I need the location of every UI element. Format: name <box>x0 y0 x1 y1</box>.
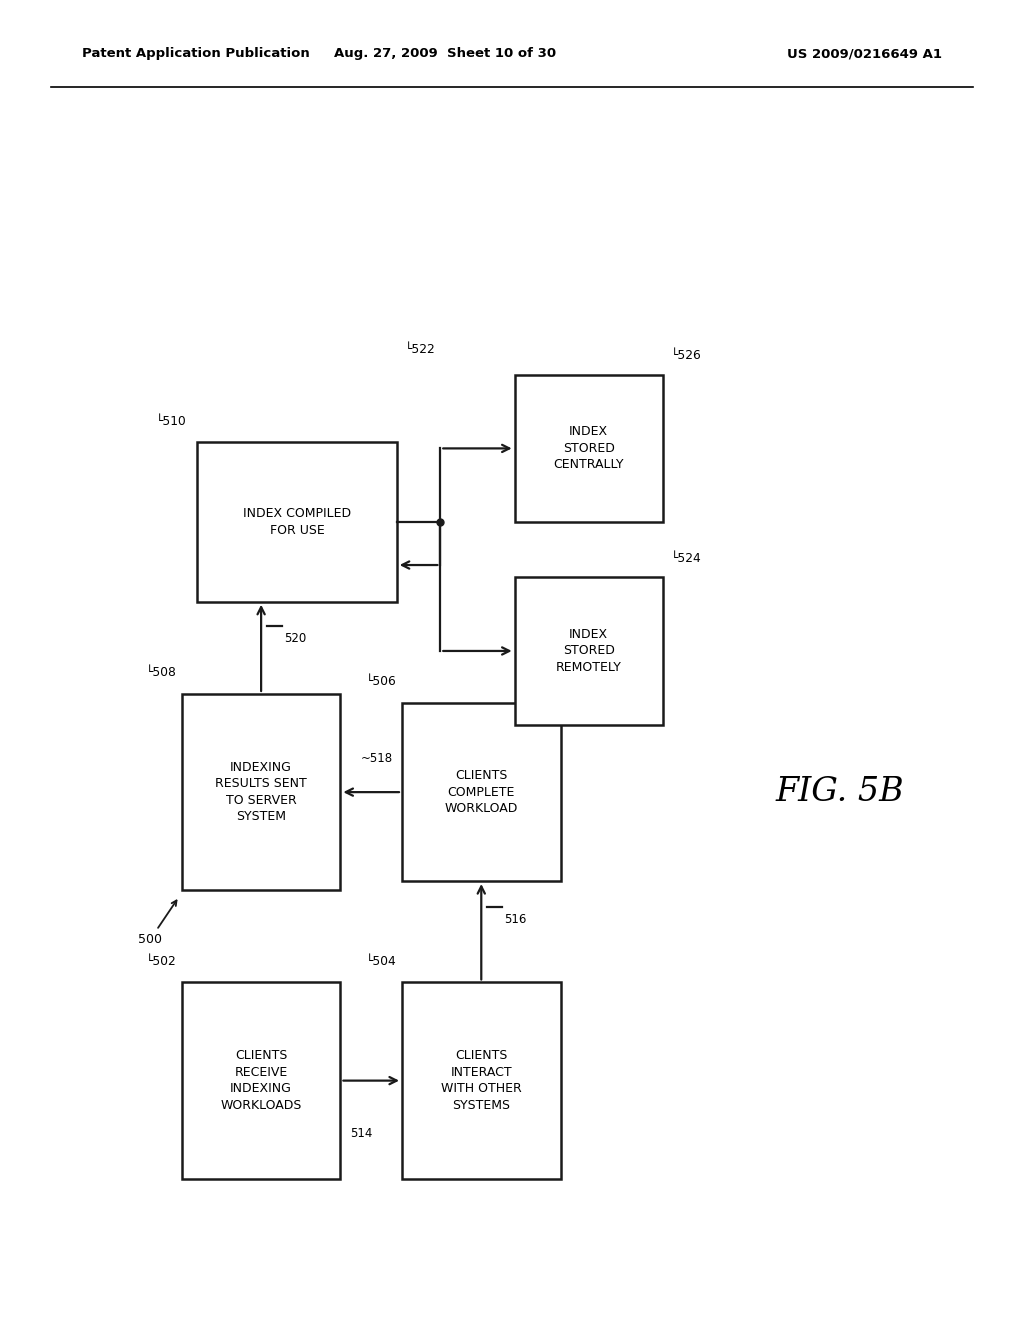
Text: INDEX COMPILED
FOR USE: INDEX COMPILED FOR USE <box>243 507 351 537</box>
Text: └522: └522 <box>404 343 435 356</box>
Bar <box>401 704 561 882</box>
Bar <box>182 982 340 1179</box>
Bar <box>514 375 664 523</box>
Text: CLIENTS
COMPLETE
WORKLOAD: CLIENTS COMPLETE WORKLOAD <box>444 770 518 816</box>
Text: Patent Application Publication: Patent Application Publication <box>82 48 309 61</box>
Text: 514: 514 <box>350 1127 372 1140</box>
Text: ~518: ~518 <box>360 752 392 766</box>
Text: CLIENTS
INTERACT
WITH OTHER
SYSTEMS: CLIENTS INTERACT WITH OTHER SYSTEMS <box>441 1049 521 1111</box>
Bar <box>182 694 340 890</box>
Text: └504: └504 <box>366 954 396 968</box>
Text: FIG. 5B: FIG. 5B <box>775 776 904 808</box>
Text: 516: 516 <box>504 913 526 927</box>
Text: 520: 520 <box>284 631 306 644</box>
Bar <box>197 442 396 602</box>
Text: US 2009/0216649 A1: US 2009/0216649 A1 <box>787 48 942 61</box>
Text: └502: └502 <box>145 954 176 968</box>
Text: └524: └524 <box>672 552 702 565</box>
Text: Aug. 27, 2009  Sheet 10 of 30: Aug. 27, 2009 Sheet 10 of 30 <box>335 48 556 61</box>
Text: CLIENTS
RECEIVE
INDEXING
WORKLOADS: CLIENTS RECEIVE INDEXING WORKLOADS <box>220 1049 302 1111</box>
Text: └510: └510 <box>156 414 186 428</box>
Text: └508: └508 <box>145 667 176 680</box>
Text: 500: 500 <box>138 900 176 946</box>
Text: └526: └526 <box>672 350 702 363</box>
Text: INDEX
STORED
REMOTELY: INDEX STORED REMOTELY <box>556 628 622 675</box>
Text: └506: └506 <box>366 676 396 689</box>
Text: INDEX
STORED
CENTRALLY: INDEX STORED CENTRALLY <box>554 425 624 471</box>
Text: INDEXING
RESULTS SENT
TO SERVER
SYSTEM: INDEXING RESULTS SENT TO SERVER SYSTEM <box>215 760 307 824</box>
Bar <box>401 982 561 1179</box>
Bar <box>514 577 664 725</box>
